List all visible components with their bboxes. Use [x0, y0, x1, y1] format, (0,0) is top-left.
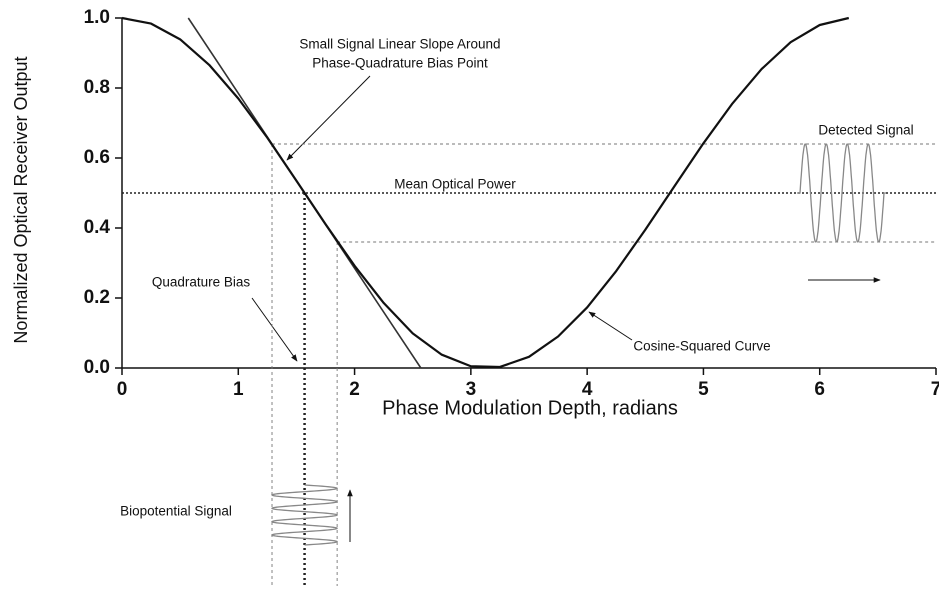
annotation: Cosine-Squared Curve [633, 339, 770, 354]
detected-signal [797, 143, 886, 243]
x-tick-label: 1 [233, 379, 244, 400]
biopotential-signal [271, 484, 339, 546]
x-tick-label: 4 [582, 379, 593, 400]
x-tick-label: 7 [931, 379, 939, 400]
x-axis-label: Phase Modulation Depth, radians [382, 397, 678, 419]
annotation: Phase-Quadrature Bias Point [312, 56, 488, 71]
curve [121, 16, 850, 369]
arrow [588, 311, 633, 341]
y-tick-label: 0.8 [84, 77, 110, 98]
x-tick-label: 2 [349, 379, 360, 400]
annotation: Mean Optical Power [394, 177, 516, 192]
annotation: Small Signal Linear Slope Around [299, 37, 500, 52]
annotation: Quadrature Bias [152, 275, 251, 290]
arrow [286, 75, 371, 161]
y-axis-label: Normalized Optical Receiver Output [11, 56, 31, 343]
x-tick-label: 6 [814, 379, 825, 400]
x-tick-label: 5 [698, 379, 709, 400]
annotation: Detected Signal [818, 123, 913, 138]
y-tick-label: 0.2 [84, 287, 110, 308]
y-tick-label: 1.0 [84, 7, 110, 28]
annotation: Biopotential Signal [120, 504, 232, 519]
x-tick-label: 0 [117, 379, 128, 400]
y-tick-label: 0.6 [84, 147, 110, 168]
x-tick-label: 3 [466, 379, 477, 400]
y-tick-label: 0.0 [84, 357, 110, 378]
arrow [251, 297, 298, 362]
y-tick-label: 0.4 [84, 217, 111, 238]
